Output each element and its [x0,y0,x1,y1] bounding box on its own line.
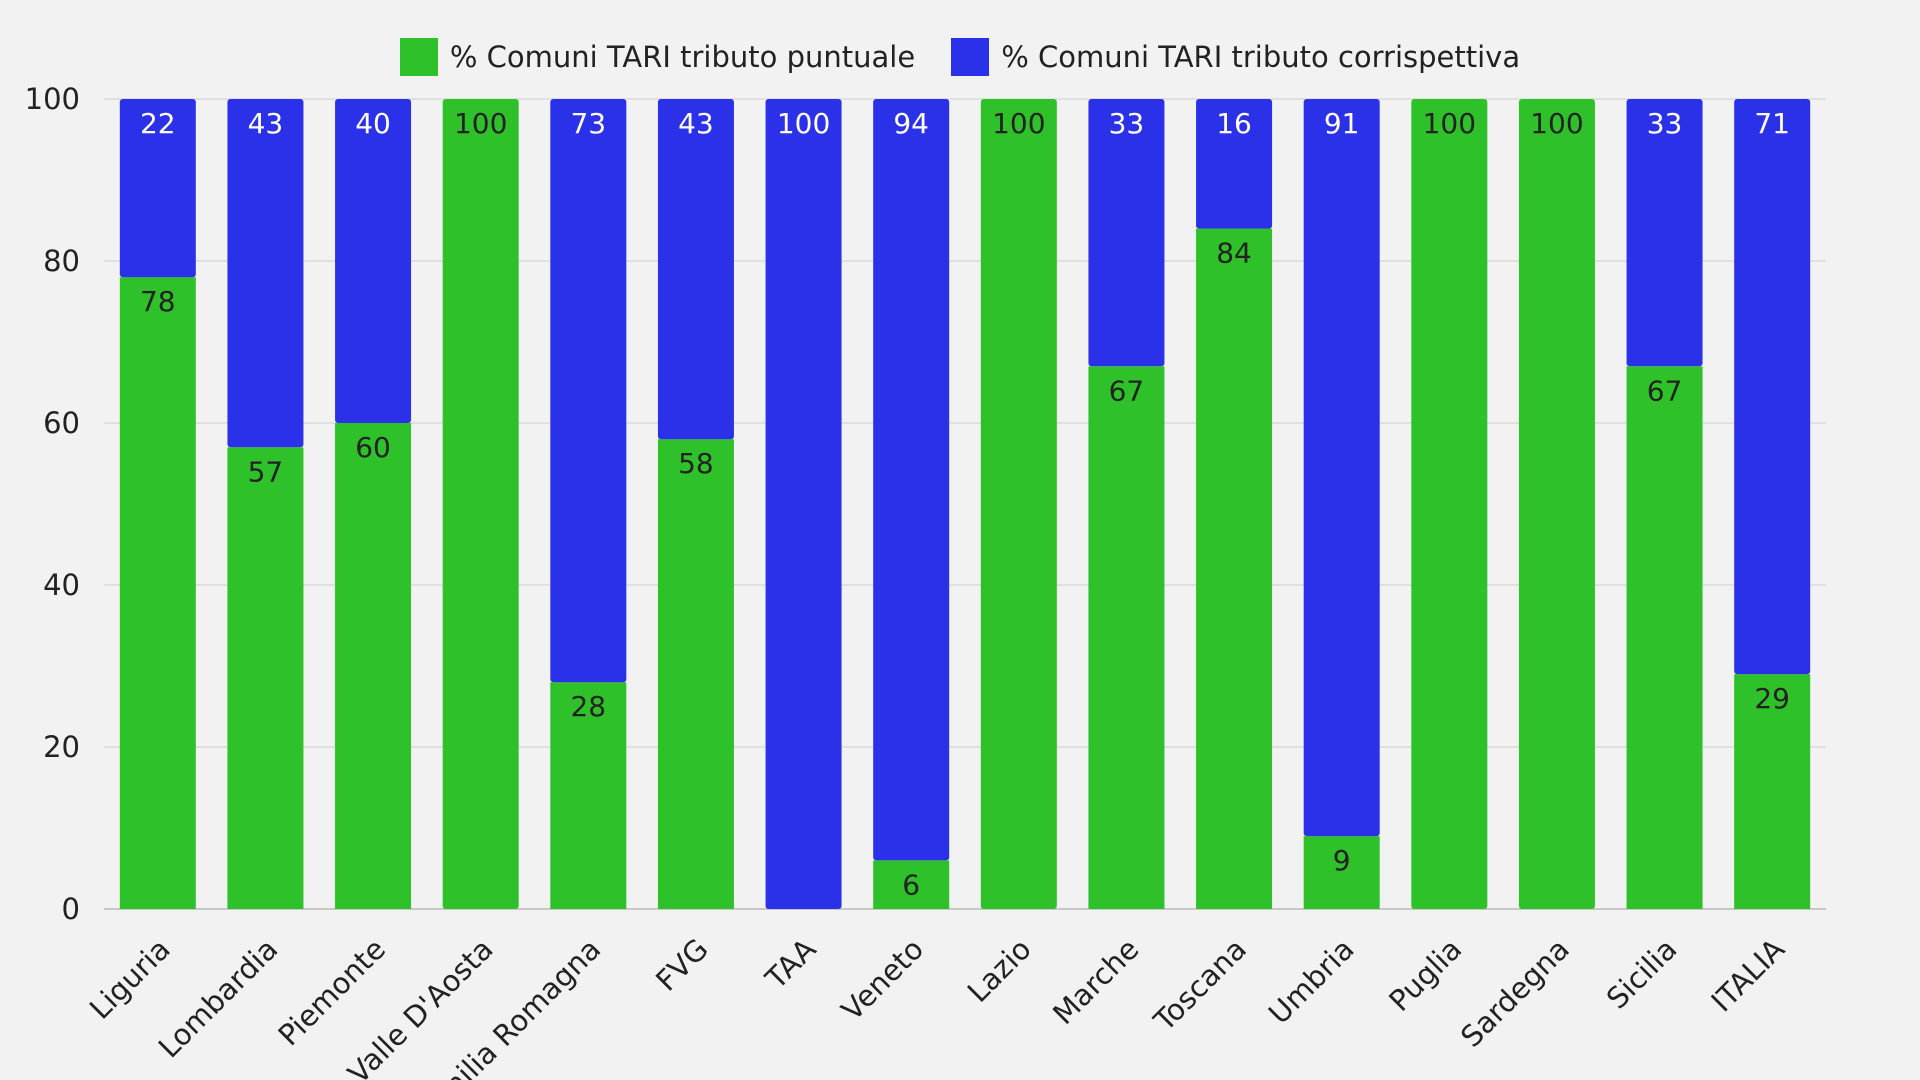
data-label: 84 [1216,237,1252,270]
x-tick-label: Liguria [83,932,177,1026]
data-label: 67 [1109,374,1145,407]
bar-segment-puntuale [1088,366,1165,909]
legend-label-corrispettiva: % Comuni TARI tributo corrispettiva [1001,40,1521,74]
data-label: 58 [678,447,714,480]
bar-segment-puntuale [657,439,734,909]
bar-segment-puntuale [335,423,412,909]
data-label: 6 [902,868,920,901]
data-label: 29 [1754,682,1790,715]
x-tick-label: TAA [758,932,822,996]
data-label: 94 [893,107,929,140]
data-label: 33 [1647,107,1683,140]
legend-item-corrispettiva: % Comuni TARI tributo corrispettiva [951,38,1520,76]
data-label: 73 [570,107,606,140]
bar-segment-puntuale [980,99,1057,909]
legend-swatch-puntuale [399,38,438,76]
bar-segment-corrispettiva [1626,99,1703,367]
bar-segment-puntuale [1303,836,1380,909]
bar-segment-corrispettiva [1196,99,1273,229]
data-label: 40 [355,107,391,140]
data-label: 78 [140,285,176,318]
x-tick-label: Sicilia [1600,932,1684,1016]
bar-segment-puntuale [119,277,196,909]
bar-segment-puntuale [873,860,950,909]
data-label: 28 [570,690,606,723]
x-tick-label: Veneto [835,932,930,1027]
data-label: 71 [1754,107,1790,140]
data-label: 9 [1333,844,1351,877]
data-label: 100 [777,107,830,140]
legend-swatch-corrispettiva [951,38,990,76]
y-tick-label: 100 [25,82,80,116]
bar-segment-puntuale [442,99,519,909]
bar-segment-puntuale [1411,99,1488,909]
bar-segment-corrispettiva [550,99,627,683]
data-label: 43 [678,107,714,140]
bar-segment-puntuale [550,682,627,909]
x-tick-label: Umbria [1262,932,1361,1031]
x-tick-label: Puglia [1382,932,1468,1018]
x-tick-label: Toscana [1147,932,1253,1038]
bar-segment-corrispettiva [1088,99,1165,367]
bar-segment-puntuale [227,447,304,909]
data-label: 100 [454,107,507,140]
data-label: 67 [1647,374,1683,407]
data-label: 100 [1530,107,1583,140]
bar-segment-puntuale [1518,99,1595,909]
data-label: 100 [1423,107,1476,140]
bar-segment-corrispettiva [765,99,842,909]
y-tick-label: 20 [43,730,80,764]
y-tick-label: 60 [43,406,80,440]
data-label: 91 [1324,107,1360,140]
bar-segment-corrispettiva [119,99,196,278]
data-label: 43 [248,107,284,140]
bar-segment-puntuale [1734,674,1811,909]
bar-segment-corrispettiva [873,99,950,861]
bar-segment-puntuale [1196,228,1273,910]
bar-segment-corrispettiva [227,99,304,448]
bar-segment-corrispettiva [657,99,734,440]
y-tick-label: 80 [43,244,80,278]
data-label: 57 [248,455,284,488]
data-label: 33 [1109,107,1145,140]
x-tick-label: Sardegna [1454,932,1576,1054]
data-label: 100 [992,107,1045,140]
bar-segment-corrispettiva [335,99,412,423]
y-tick-label: 40 [43,568,80,602]
data-label: 16 [1216,107,1252,140]
data-label: 60 [355,431,391,464]
x-tick-label: FVG [649,932,715,998]
bar-segment-corrispettiva [1734,99,1811,675]
data-label: 22 [140,107,176,140]
bar-segment-puntuale [1626,366,1703,909]
x-tick-label: Lazio [961,932,1038,1009]
bar-segment-corrispettiva [1303,99,1380,837]
x-tick-label: ITALIA [1705,932,1792,1019]
legend-label-puntuale: % Comuni TARI tributo puntuale [449,40,916,74]
legend-item-puntuale: % Comuni TARI tributo puntuale [399,38,916,76]
y-tick-label: 0 [62,892,80,926]
x-tick-label: Marche [1046,932,1145,1031]
legend: % Comuni TARI tributo puntuale % Comuni … [0,38,1920,76]
